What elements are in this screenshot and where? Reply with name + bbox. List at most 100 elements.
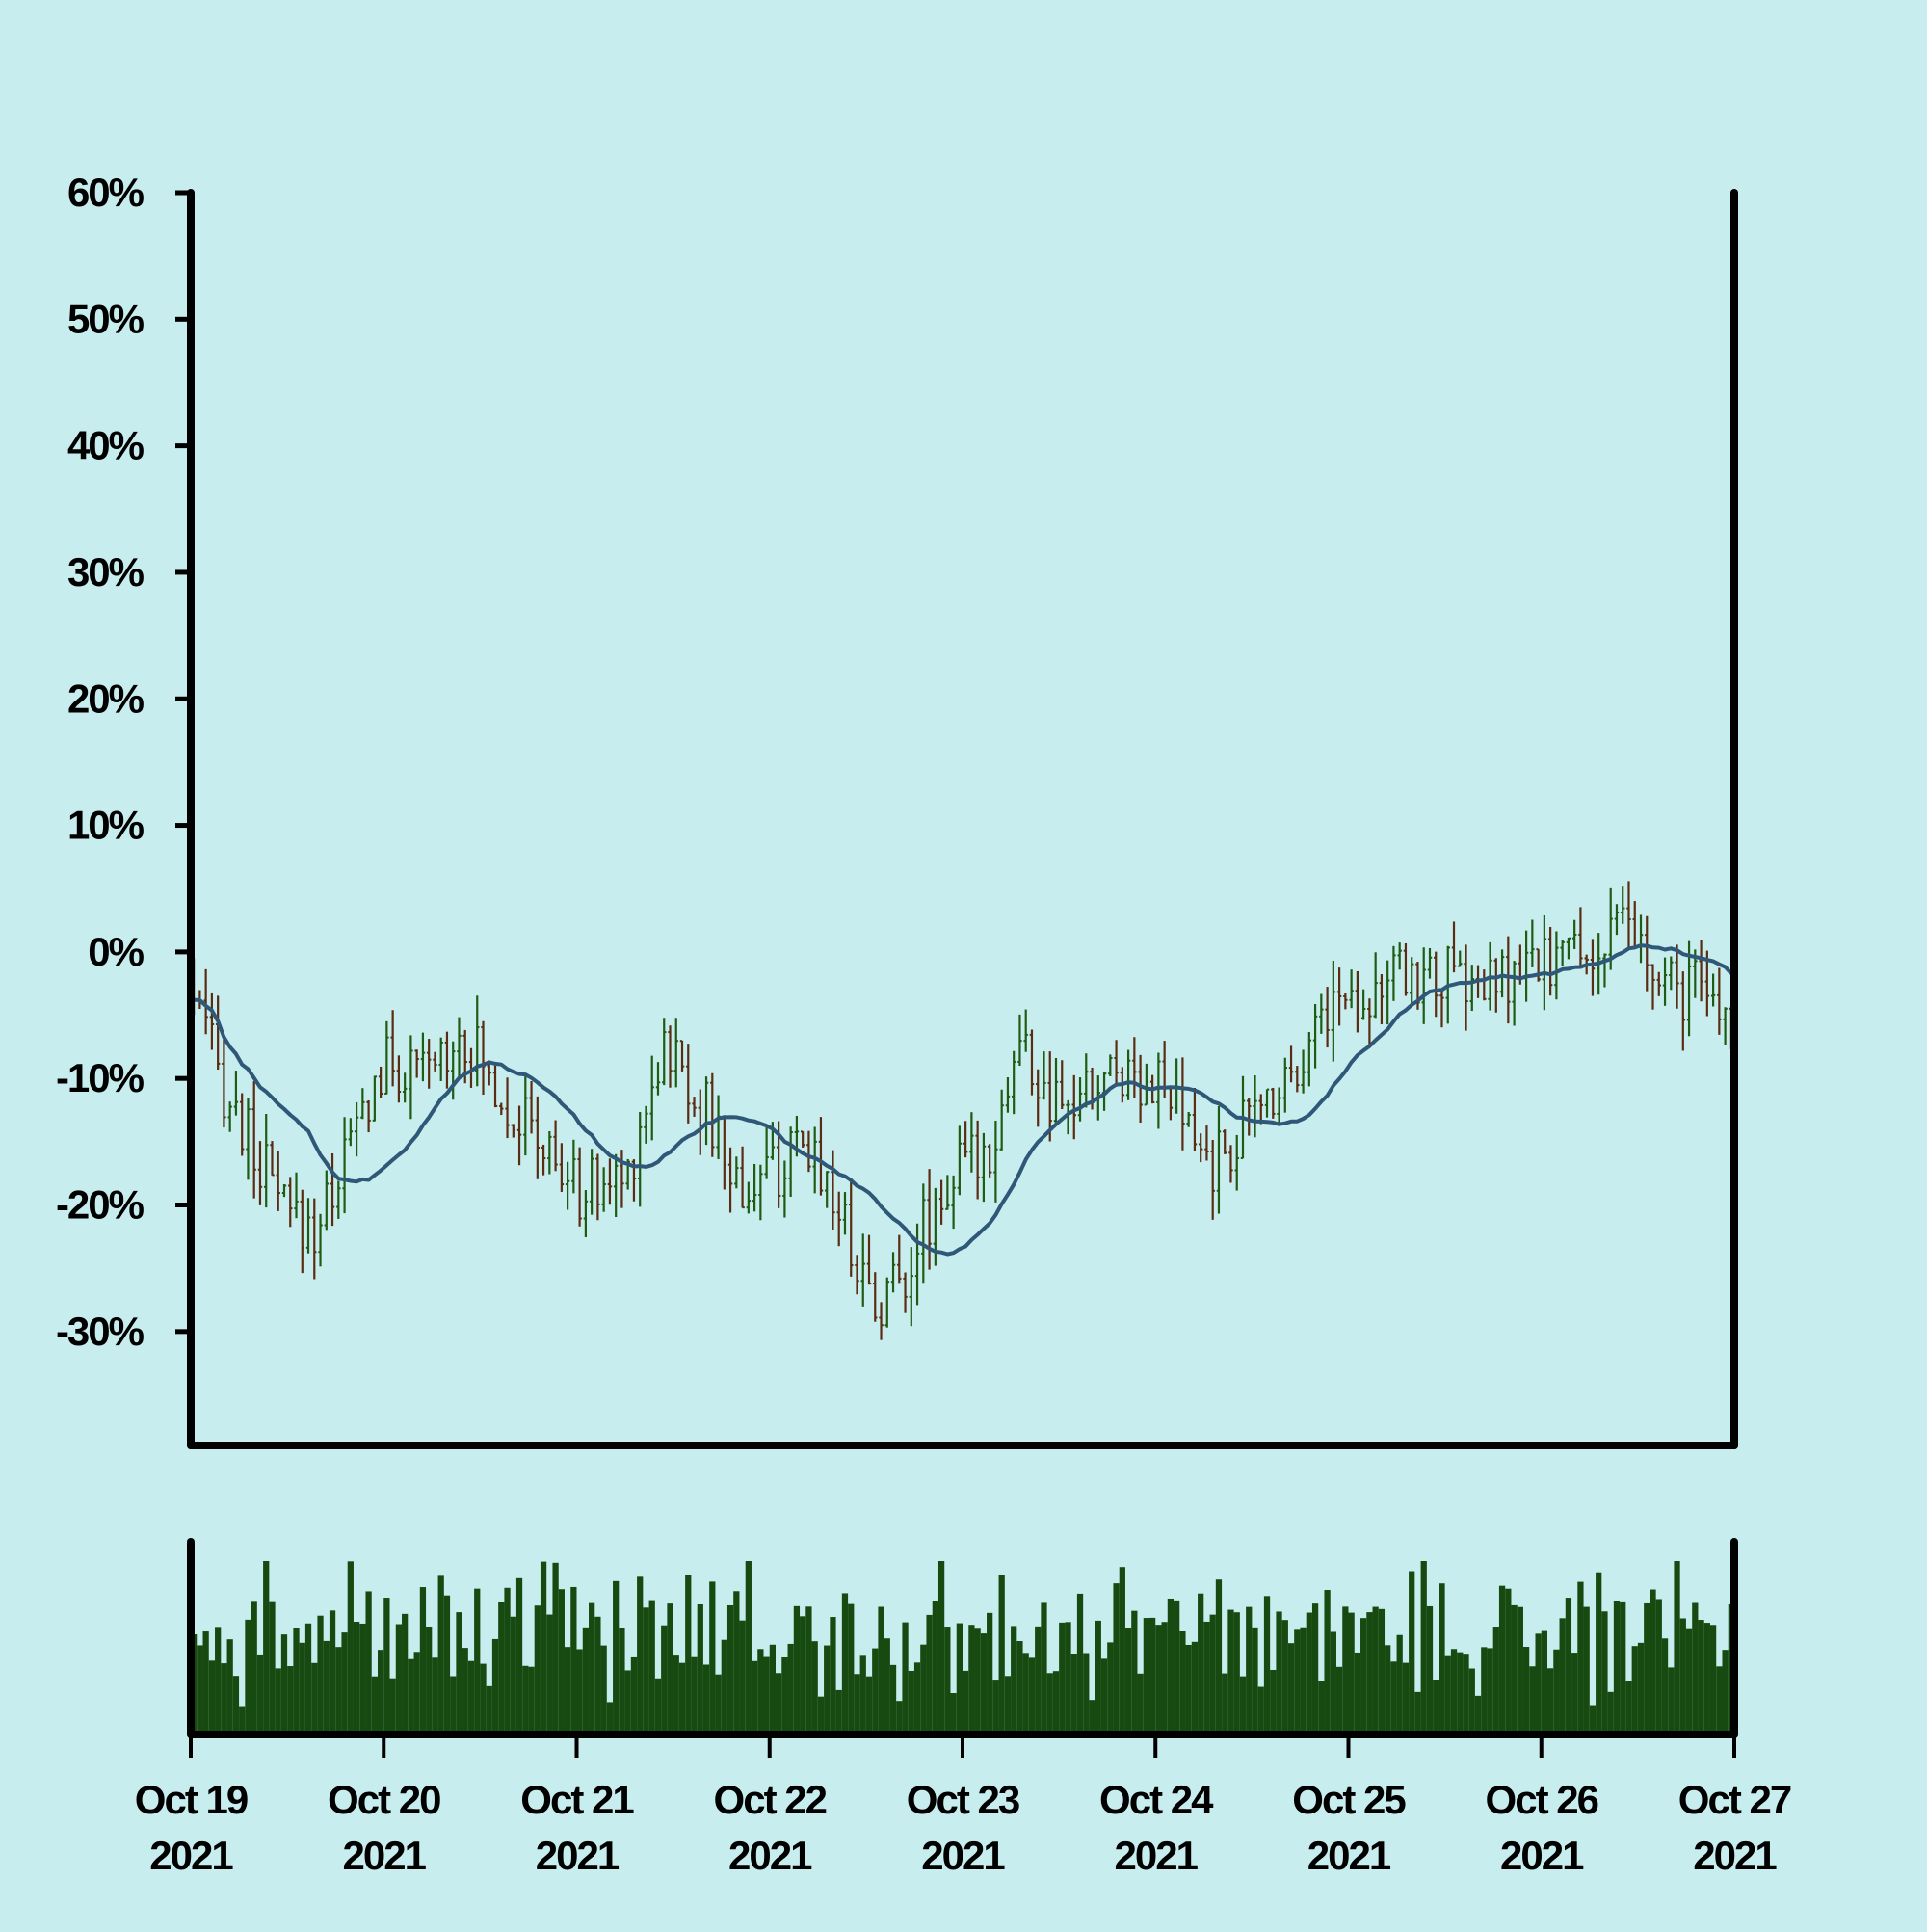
ohlc-bar [288,1177,293,1228]
ohlc-bar [842,1192,848,1235]
ohlc-bar [239,1093,245,1156]
ohlc-bar [740,1146,745,1209]
volume-bar [1674,1561,1680,1734]
volume-bar [715,1674,722,1734]
volume-bar [1276,1611,1282,1734]
volume-bar [769,1644,777,1734]
volume-panel [187,1538,1738,1738]
ohlc-bar [1343,992,1348,1010]
x-tick-label-date: Oct 25 [1292,1777,1406,1822]
volume-bar [913,1662,921,1734]
volume-bar [1474,1695,1482,1734]
volume-bar [1070,1654,1077,1734]
ohlc-bar [1144,1063,1149,1106]
ohlc-bar [1499,949,1505,998]
volume-bar [606,1702,614,1734]
ohlc-bar [1271,1087,1276,1119]
x-tick-label-date: Oct 19 [135,1777,248,1822]
ohlc-bar [1403,942,1409,996]
ohlc-bar [499,1102,504,1116]
volume-bar [1596,1572,1602,1734]
volume-bar [323,1640,330,1734]
ohlc-bar [1114,1040,1119,1087]
volume-bar [1119,1567,1125,1734]
ohlc-bar [1247,1098,1252,1136]
ohlc-bar [409,1035,413,1120]
volume-bar [1348,1612,1355,1734]
volume-bar [1613,1601,1621,1734]
ohlc-bar [873,1272,878,1322]
volume-bar [1535,1633,1542,1734]
x-tick-label-year: 2021 [536,1833,620,1878]
ohlc-bar [1319,993,1324,1034]
x-tick-label-date: Oct 20 [328,1777,440,1822]
ohlc-bar [855,1255,859,1295]
volume-bar [389,1678,396,1734]
ohlc-bar [251,1081,256,1199]
volume-bar [1065,1622,1071,1734]
volume-bar [751,1660,758,1734]
y-tick-label: -10% [56,1055,145,1100]
volume-bar [848,1603,855,1734]
volume-bar [1553,1649,1560,1734]
ohlc-bar [1228,1145,1233,1183]
ohlc-bar [945,1175,950,1210]
volume-bar [937,1561,945,1734]
ohlc-bar [1125,1049,1131,1100]
volume-bar [1390,1661,1397,1734]
ohlc-bar [541,1144,546,1176]
ohlc-bar [270,1141,275,1177]
ohlc-bar [1439,989,1444,1028]
ohlc-bar [1325,987,1330,1048]
volume-bar [1016,1641,1023,1734]
x-tick-label-year: 2021 [728,1833,812,1878]
ohlc-bar [1084,1053,1089,1108]
volume-bar [1100,1658,1108,1734]
volume-bar [1203,1621,1210,1734]
volume-bar [1209,1614,1216,1734]
x-tick-label-year: 2021 [1307,1833,1391,1878]
ohlc-bar [516,1105,522,1166]
volume-bar [776,1673,782,1734]
volume-bar [437,1575,444,1734]
ohlc-bar [1011,1050,1016,1115]
ohlc-bar [601,1167,606,1212]
volume-bar [221,1663,227,1734]
volume-bar [1011,1626,1017,1734]
ohlc-bar [589,1149,594,1215]
volume-bar [311,1662,318,1734]
volume-bar [1511,1604,1518,1734]
ohlc-bar [1360,989,1366,1020]
volume-bar [1300,1627,1307,1734]
volume-bar [1498,1585,1506,1734]
ohlc-bar [1723,1007,1728,1045]
ohlc-bar [1699,940,1703,1002]
ohlc-bar [644,1105,648,1144]
ohlc-bar [1650,964,1655,1010]
ohlc-bar [818,1117,824,1196]
ohlc-bar [1645,915,1650,992]
volume-bar [1076,1593,1084,1734]
volume-bar [474,1588,481,1734]
volume-bar [1324,1590,1331,1734]
volume-bar [287,1666,294,1734]
ohlc-bar [1590,939,1596,996]
volume-bar [197,1645,203,1734]
volume-bar [329,1610,336,1734]
volume-bar [950,1693,957,1734]
ohlc-bar [897,1234,902,1284]
ohlc-bar [1391,945,1396,1001]
volume-bar [317,1615,324,1734]
volume-bar [793,1605,801,1734]
ohlc-bar [535,1096,541,1179]
ohlc-bar [951,1175,956,1230]
ohlc-bar [927,1169,932,1270]
ohlc-bar [1621,886,1625,924]
volume-bar [1378,1608,1386,1734]
volume-bar [932,1601,938,1734]
ohlc-bar [1042,1051,1046,1100]
ohlc-bar [233,1071,239,1116]
volume-bar [1161,1622,1168,1734]
ohlc-bar [396,1055,402,1103]
ohlc-bar [1427,947,1433,979]
